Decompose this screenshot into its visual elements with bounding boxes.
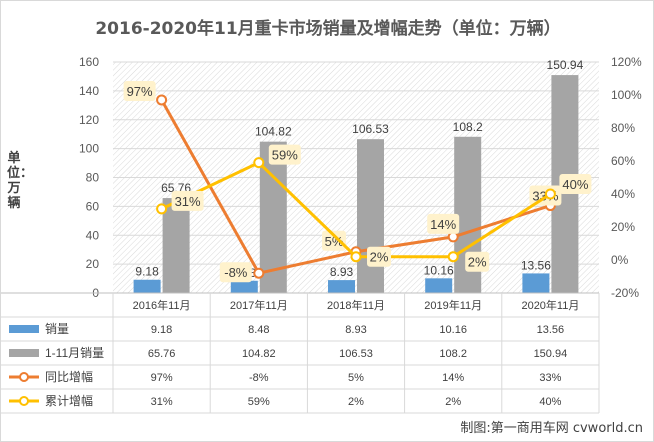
- bar-cumulative-label: 108.2: [453, 120, 483, 134]
- legend-label: 销量: [45, 322, 69, 336]
- y-left-tick-label: 20: [86, 257, 100, 271]
- table-cell: 104.82: [242, 348, 276, 360]
- bar-sales-label: 10.16: [424, 263, 454, 277]
- label-box-cum-growth: [465, 251, 490, 272]
- footer-credit: 制图:第一商用车网 cvworld.cn: [460, 421, 643, 436]
- bar-cumulative-label: 104.82: [255, 125, 292, 139]
- label-box-cum-growth: [171, 190, 204, 211]
- label-box-yoy: [219, 262, 252, 283]
- y-right-tick-label: 80%: [611, 121, 635, 135]
- table-cell: 150.94: [534, 348, 568, 360]
- y-left-tick-label: 40: [86, 228, 100, 242]
- y-left-tick-label: 80: [86, 171, 100, 185]
- marker-cum-growth: [447, 251, 459, 263]
- data-label-cum-growth: 59%: [272, 148, 298, 163]
- table-cell: -8%: [249, 372, 269, 384]
- table-cell: 108.2: [439, 348, 467, 360]
- marker-cum-growth: [253, 157, 265, 169]
- label-box-cum-growth: [367, 246, 391, 267]
- bar-cumulative-label: 150.94: [547, 58, 584, 72]
- table-cell: 40%: [539, 396, 561, 408]
- y-left-tick-label: 60: [86, 199, 100, 213]
- y-right-tick-label: 0%: [611, 253, 629, 267]
- y-right-tick-label: 60%: [611, 154, 635, 168]
- data-label-cum-growth: 40%: [562, 177, 588, 192]
- data-label-cum-growth: 2%: [370, 250, 389, 265]
- label-box-yoy: [322, 230, 346, 251]
- bar-sales-label: 9.18: [135, 265, 159, 279]
- y-right-tick-label: -20%: [611, 286, 639, 300]
- table-cell: 65.76: [148, 348, 176, 360]
- table-cell: 97%: [151, 372, 173, 384]
- table-cell: 2%: [445, 396, 461, 408]
- y-right-tick-label: 40%: [611, 187, 635, 201]
- marker-cum-growth: [350, 251, 362, 263]
- label-box-cum-growth: [268, 144, 301, 165]
- legend-label: 累计增幅: [45, 393, 93, 408]
- data-label-yoy: 5%: [325, 234, 344, 249]
- table-cell: 106.53: [339, 348, 373, 360]
- x-tick-label: 2019年11月: [424, 298, 482, 312]
- bar-sales: [328, 280, 355, 293]
- label-box-yoy: [123, 80, 156, 101]
- bar-sales: [133, 279, 161, 293]
- table-cell: 8.93: [345, 324, 366, 336]
- x-tick-label: 2020年11月: [521, 298, 579, 312]
- table-cell: 2%: [348, 396, 364, 408]
- data-label-yoy: 14%: [430, 217, 456, 232]
- marker-cum-growth: [156, 203, 168, 215]
- y-left-tick-label: 160: [79, 55, 99, 69]
- y-right-tick-label: 120%: [611, 55, 642, 69]
- marker-yoy: [253, 267, 265, 279]
- x-tick-label: 2017年11月: [230, 298, 288, 312]
- label-box-yoy: [427, 213, 460, 234]
- legend-label: 1-11月销量: [45, 346, 104, 360]
- legend-key-1: [9, 349, 39, 357]
- legend-key-marker-2: [19, 372, 29, 382]
- y-right-tick-label: 20%: [611, 220, 635, 234]
- bar-cumulative: [357, 139, 384, 293]
- marker-cum-growth: [544, 188, 556, 200]
- bar-sales: [522, 273, 550, 293]
- x-tick-label: 2018年11月: [327, 298, 385, 312]
- y-left-tick-label: 100: [79, 142, 99, 156]
- legend-label: 同比增幅: [45, 369, 93, 384]
- bar-sales: [230, 280, 258, 293]
- bar-sales-label: 8.93: [330, 265, 354, 279]
- bar-sales-label: 13.56: [521, 258, 551, 272]
- data-label-yoy: 97%: [127, 84, 153, 99]
- table-cell: 14%: [442, 372, 464, 384]
- table-cell: 33%: [539, 372, 561, 384]
- chart-title: 2016-2020年11月重卡市场销量及增幅走势（单位：万辆）: [95, 19, 561, 39]
- data-label-cum-growth: 2%: [468, 255, 487, 270]
- legend-key-0: [9, 325, 39, 333]
- marker-yoy: [156, 94, 168, 106]
- table-cell: 10.16: [439, 324, 467, 336]
- table-cell: 9.18: [151, 324, 172, 336]
- table-cell: 8.48: [248, 324, 269, 336]
- bar-cumulative-label: 106.53: [352, 122, 389, 136]
- data-label-cum-growth: 31%: [175, 194, 201, 209]
- bar-cumulative: [162, 198, 190, 293]
- table-cell: 5%: [348, 372, 364, 384]
- y-right-tick-label: 100%: [611, 88, 642, 102]
- y-left-tick-label: 120: [79, 113, 99, 127]
- table-cell: 59%: [248, 396, 270, 408]
- table-cell: 13.56: [537, 324, 565, 336]
- data-label-yoy: -8%: [224, 265, 248, 280]
- legend-key-marker-3: [19, 396, 29, 406]
- bar-sales: [425, 278, 453, 293]
- table-cell: 31%: [151, 396, 173, 408]
- y-left-tick-label: 140: [79, 84, 99, 98]
- x-tick-label: 2016年11月: [133, 298, 191, 312]
- label-box-cum-growth: [559, 174, 592, 194]
